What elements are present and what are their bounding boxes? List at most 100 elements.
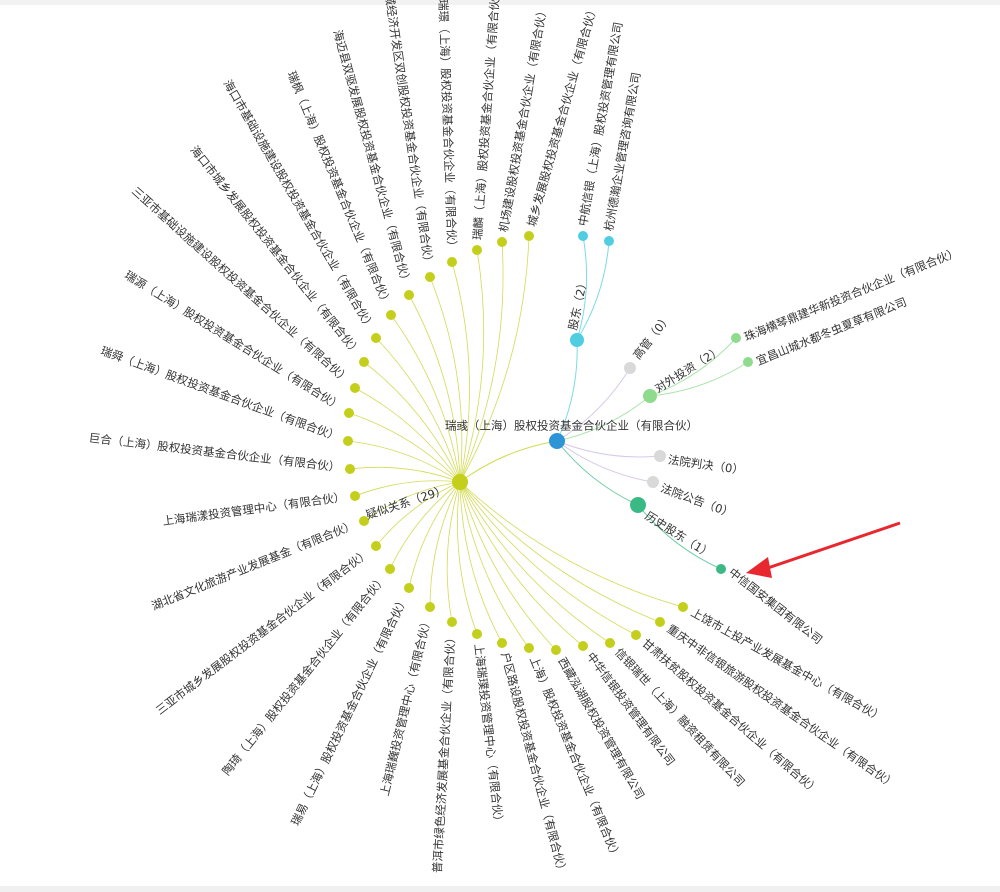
pointer-arrow [746, 521, 901, 578]
edge-similar [389, 481, 461, 570]
similar-entity-node[interactable] [631, 630, 641, 640]
similar-entity-node[interactable] [524, 231, 534, 241]
edge-similar [446, 481, 461, 623]
edge-center-shareholder [556, 339, 578, 442]
edge-similar [459, 235, 530, 483]
similar-entity-label: 上海瑞璞投资管理中心（有限合伙） [472, 643, 506, 827]
top-border [0, 0, 1000, 5]
edge-similar [349, 466, 461, 483]
edge-similar [363, 481, 461, 522]
hub-judgment-node[interactable] [654, 450, 666, 462]
similar-entity-node[interactable] [524, 643, 534, 653]
similar-entity-node[interactable] [386, 310, 396, 320]
similar-entity-node[interactable] [371, 541, 381, 551]
investment-node[interactable] [731, 333, 741, 343]
edge-similar [363, 361, 461, 483]
hub-announcement-node[interactable] [647, 476, 659, 488]
similar-entity-node[interactable] [385, 564, 395, 574]
center-company-label: 瑞彧（上海）股权投资基金合伙企业（有限合伙） [445, 419, 698, 433]
edge-investment [649, 361, 749, 397]
edge-similar [354, 387, 461, 483]
similar-entity-node[interactable] [404, 290, 414, 300]
similar-entity-node[interactable] [359, 516, 369, 526]
edge-similar [459, 481, 557, 651]
history-shareholder-node[interactable] [716, 564, 726, 574]
edge-similar [459, 481, 530, 649]
similar-entity-node[interactable] [578, 641, 588, 651]
similar-entity-label: 瑞璟（上海）股权投资基金合伙企业（有限合伙） [436, 0, 459, 252]
similar-entity-label: 户区路设股权投资基金合伙企业（有限合伙） [498, 651, 570, 877]
edge-center-history [556, 440, 639, 506]
shareholder-node[interactable] [578, 231, 588, 241]
similar-entity-node[interactable] [655, 617, 665, 627]
similar-entity-node[interactable] [497, 638, 507, 648]
similar-entity-node[interactable] [678, 602, 688, 612]
edge-similar [408, 481, 461, 589]
edge-similar [390, 314, 461, 483]
labels-layer: 城乡发展股权投资基金合伙企业（有限合伙）机场建设股权投资基金合伙企业（有限合伙）… [88, 0, 961, 877]
edge-similar [459, 241, 504, 483]
hub-history-node[interactable] [630, 497, 646, 513]
similar-entity-node[interactable] [447, 257, 457, 267]
similar-entity-node[interactable] [497, 237, 507, 247]
edge-investment [649, 337, 737, 397]
edge-similar [375, 481, 461, 547]
similar-entity-node[interactable] [344, 408, 354, 418]
edge-similar [347, 440, 461, 483]
hub-shareholder-node[interactable] [570, 333, 584, 347]
similar-entity-node[interactable] [359, 357, 369, 367]
edge-center-executives [556, 367, 631, 442]
investment-node[interactable] [743, 357, 753, 367]
similar-entity-node[interactable] [350, 491, 360, 501]
edges-layer [347, 235, 749, 651]
edge-similar [408, 294, 461, 483]
edge-similar [375, 337, 461, 483]
similar-entity-node[interactable] [472, 245, 482, 255]
similar-entity-label: 普洱市绿色经济发展基金合伙企业（有限合伙） [430, 632, 458, 874]
edge-similar [459, 249, 485, 483]
hub-investment-label: 对外投资（2） [652, 343, 724, 395]
hub-similar-node[interactable] [452, 474, 468, 490]
similar-entity-label: 上海瑞漾投资管理中心（有限合伙） [162, 490, 346, 528]
center-company-node[interactable] [549, 433, 565, 449]
edge-similar [459, 481, 637, 636]
edge-center-similar [459, 440, 558, 483]
edge-history [637, 504, 722, 570]
edge-similar [459, 481, 684, 608]
similar-entity-node[interactable] [345, 464, 355, 474]
similar-entity-node[interactable] [425, 602, 435, 612]
edge-similar [348, 412, 461, 483]
hub-announcement-label: 法院公告（0） [659, 481, 736, 520]
similar-entity-node[interactable] [343, 436, 353, 446]
similar-entity-node[interactable] [425, 272, 435, 282]
edge-similar [429, 481, 461, 608]
similar-entity-label: 瑞麟（上海）股权投资基金合伙企业（有限合伙） [470, 0, 502, 241]
similar-entity-node[interactable] [551, 645, 561, 655]
edge-center-announcement [556, 440, 654, 483]
edge-center-investment [556, 395, 651, 442]
hub-investment-node[interactable] [643, 389, 657, 403]
edge-similar [459, 481, 611, 644]
edge-shareholder [576, 240, 610, 341]
similar-entity-node[interactable] [447, 617, 457, 627]
similar-entity-node[interactable] [350, 383, 360, 393]
edge-similar [459, 481, 584, 647]
edge-similar [459, 481, 503, 644]
bottom-border [0, 886, 1000, 892]
edge-similar [429, 276, 463, 483]
similar-entity-node[interactable] [472, 629, 482, 639]
similar-entity-node[interactable] [605, 638, 615, 648]
similar-entity-label: 湖北省文化旅游产业发展基金（有限合伙） [149, 518, 357, 613]
hub-executives-label: 高管（0） [630, 311, 674, 362]
hub-judgment-label: 法院判决（0） [667, 453, 745, 477]
edge-similar [451, 261, 470, 483]
hub-executives-node[interactable] [624, 362, 636, 374]
similar-entity-label: 巨合（上海）股权投资基金合伙企业（有限合伙） [88, 431, 341, 475]
nodes-layer [343, 231, 753, 655]
edge-similar [459, 481, 661, 623]
similar-entity-node[interactable] [404, 583, 414, 593]
shareholder-node[interactable] [604, 236, 614, 246]
edge-similar [354, 480, 461, 497]
similar-entity-node[interactable] [371, 333, 381, 343]
